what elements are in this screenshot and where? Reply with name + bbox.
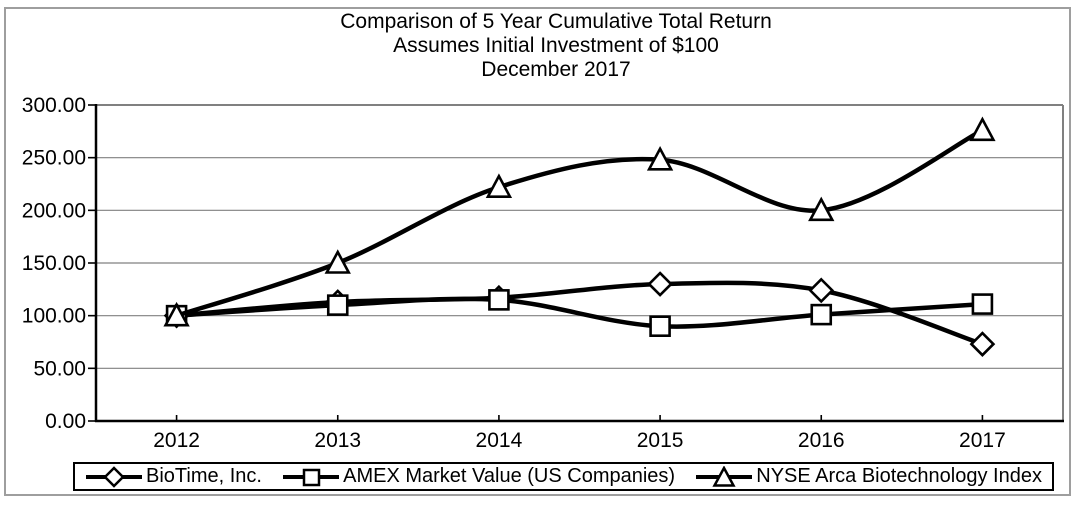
legend-item-nyse: NYSE Arca Biotechnology Index xyxy=(695,465,1042,488)
diamond-marker-icon xyxy=(86,465,142,488)
series-line-square xyxy=(174,296,985,329)
x-tick-label: 2015 xyxy=(637,429,684,452)
triangle-marker xyxy=(808,196,835,222)
y-tick-label: 100.00 xyxy=(22,305,86,328)
x-tick-label: 2014 xyxy=(476,429,523,452)
triangle-marker xyxy=(969,116,996,142)
diamond-marker xyxy=(808,277,835,304)
legend-label-nyse: NYSE Arca Biotechnology Index xyxy=(756,465,1042,487)
series-line-triangle xyxy=(174,128,985,318)
diamond-marker xyxy=(647,271,673,297)
legend-label-biotime: BioTime, Inc. xyxy=(146,465,262,487)
y-tick-label: 250.00 xyxy=(22,147,86,170)
triangle-marker xyxy=(163,301,190,327)
square-marker xyxy=(326,294,349,316)
square-marker xyxy=(810,303,833,326)
legend-item-amex: AMEX Market Value (US Companies) xyxy=(282,465,675,488)
series-line-diamond xyxy=(174,280,985,347)
square-marker xyxy=(488,289,510,311)
y-tick-label: 0.00 xyxy=(45,410,86,433)
chart-subtitle: Assumes Initial Investment of $100 xyxy=(393,34,719,57)
y-tick-label: 50.00 xyxy=(33,357,86,380)
y-tick-label: 150.00 xyxy=(22,252,86,275)
chart-date-label: December 2017 xyxy=(481,58,631,81)
chart-title-block: Comparison of 5 Year Cumulative Total Re… xyxy=(38,10,1074,82)
square-marker-icon xyxy=(283,468,340,486)
diamond-marker xyxy=(969,331,996,357)
plot-area: 0.00 50.00 100.00 150.00 200.00 250.00 300.00 2… xyxy=(22,94,1064,452)
legend: BioTime, Inc. AMEX Market Value (US Comp… xyxy=(73,462,1054,491)
triangle-marker xyxy=(485,173,513,198)
square-marker xyxy=(649,315,671,338)
x-tick-label: 2013 xyxy=(314,429,361,452)
x-tick-label: 2017 xyxy=(959,429,1006,452)
square-marker xyxy=(971,293,994,315)
legend-item-biotime: BioTime, Inc. xyxy=(85,465,262,488)
triangle-marker xyxy=(646,146,674,171)
legend-label-amex: AMEX Market Value (US Companies) xyxy=(343,465,676,487)
x-tick-label: 2012 xyxy=(153,429,200,452)
triangle-marker xyxy=(324,249,351,274)
y-tick-label: 300.00 xyxy=(22,94,86,117)
triangle-marker-icon xyxy=(696,465,753,487)
x-tick-label: 2016 xyxy=(798,429,845,452)
chart-title: Comparison of 5 Year Cumulative Total Re… xyxy=(340,10,772,33)
y-tick-label: 200.00 xyxy=(22,199,86,222)
